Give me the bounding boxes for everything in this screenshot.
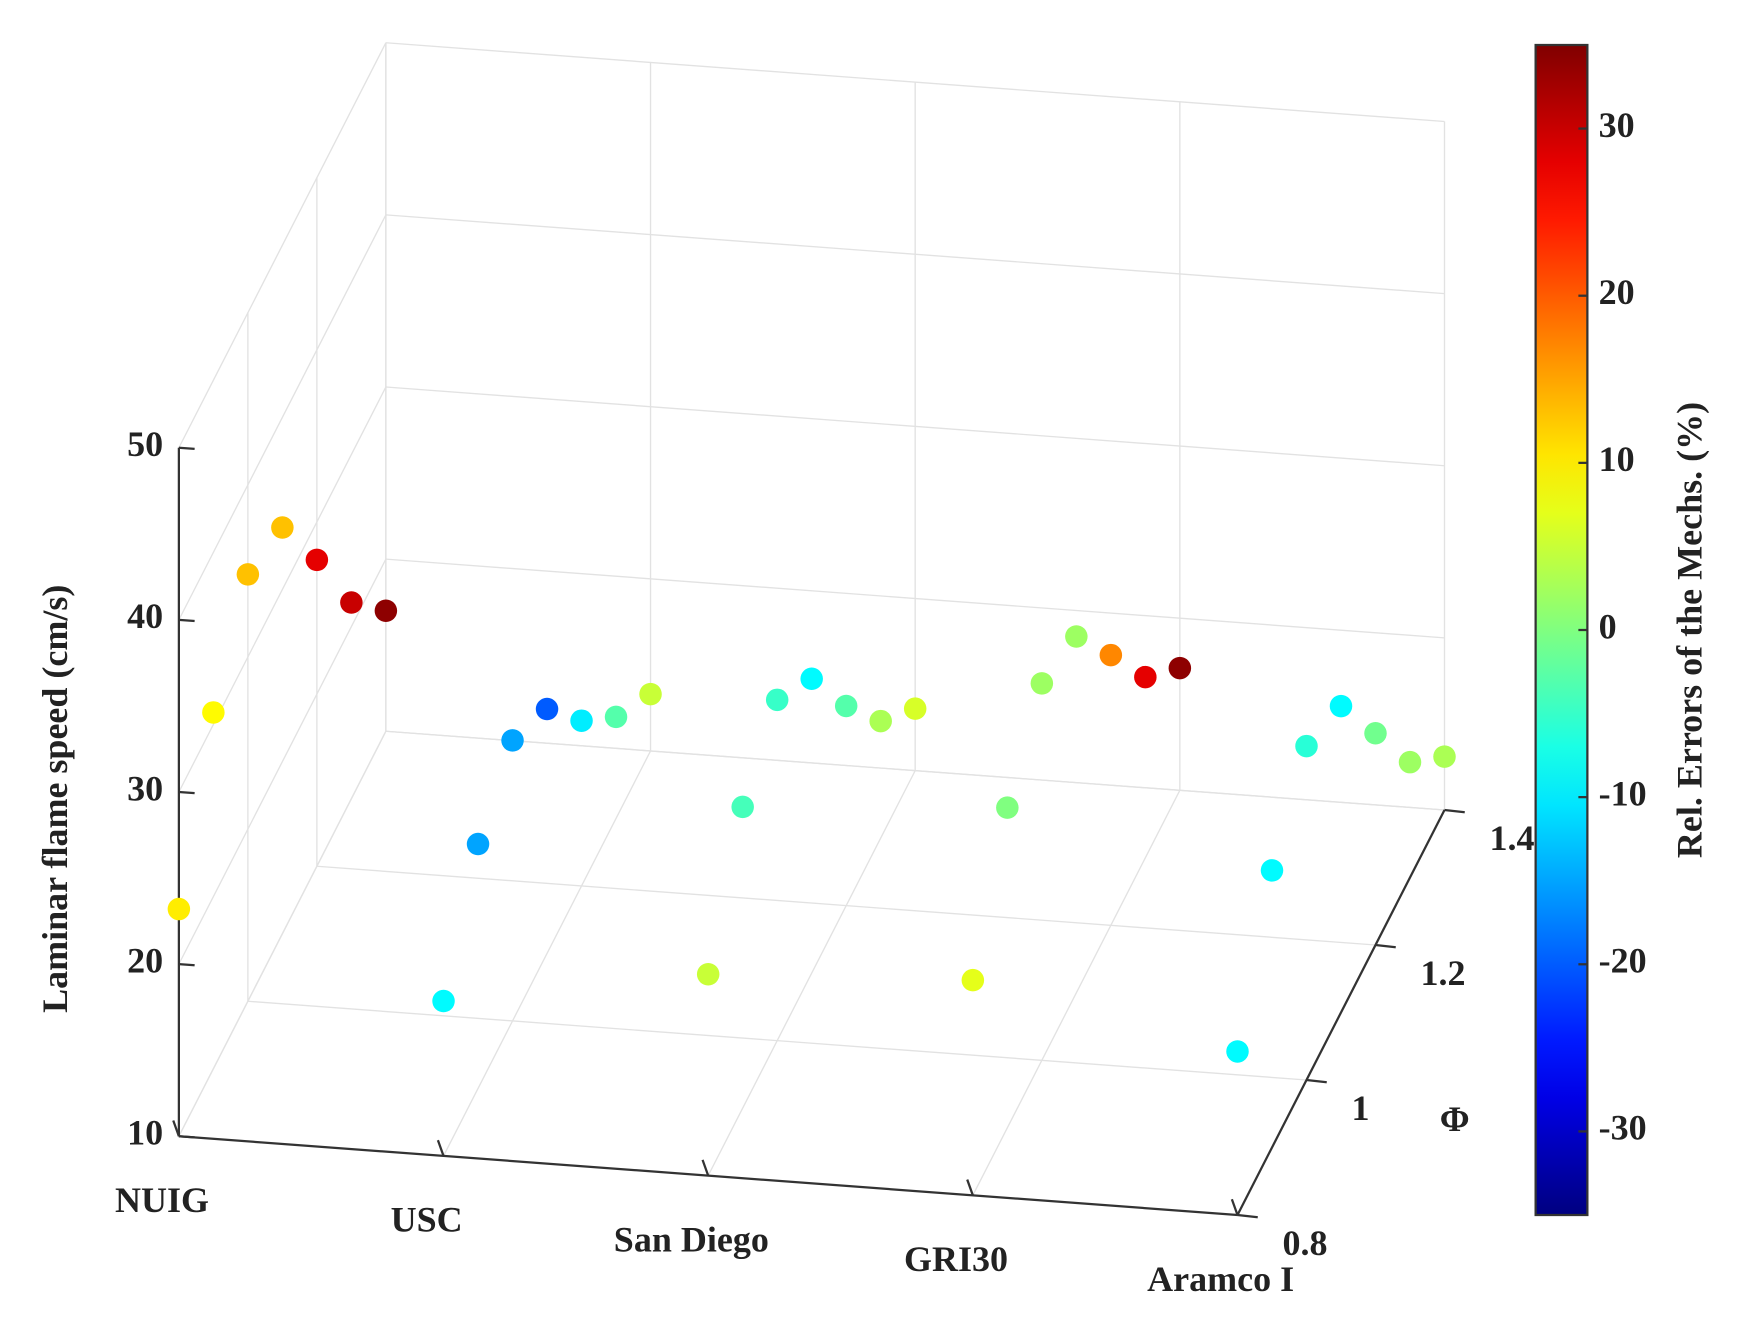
data-point <box>765 688 789 712</box>
data-point <box>167 897 191 921</box>
data-point <box>996 796 1019 819</box>
z-tick-label: 30 <box>127 768 163 808</box>
data-point <box>696 962 720 986</box>
phi-tick <box>1375 943 1396 949</box>
x-tick-label: Aramco I <box>1147 1259 1294 1299</box>
phi-tick <box>1306 1078 1327 1084</box>
data-point <box>1295 734 1318 758</box>
data-point <box>271 516 294 539</box>
z-tick <box>178 618 195 623</box>
phi-axis-label: Φ <box>1440 1099 1470 1139</box>
data-point <box>800 667 823 691</box>
grid-line <box>707 770 916 1176</box>
phi-tick-label: 1 <box>1352 1088 1370 1128</box>
data-point <box>1260 859 1284 882</box>
phi-tick-label: 0.8 <box>1283 1223 1328 1263</box>
data-point <box>1329 694 1353 718</box>
grid-line <box>442 750 652 1157</box>
data-point <box>1168 656 1192 680</box>
data-point <box>903 697 927 720</box>
grid-line <box>178 386 387 793</box>
data-point <box>570 709 593 732</box>
data-point <box>340 591 363 614</box>
x-tick-label: USC <box>391 1200 463 1240</box>
z-tick <box>178 1135 195 1139</box>
data-point <box>604 705 628 729</box>
colorbar-tick-label: 30 <box>1599 105 1635 145</box>
data-point <box>834 694 858 718</box>
data-point <box>1226 1040 1249 1063</box>
data-point <box>1433 745 1456 768</box>
data-point <box>501 729 524 752</box>
z-tick-label: 10 <box>127 1113 163 1153</box>
z-tick-label: 50 <box>127 424 163 464</box>
data-point <box>374 599 398 623</box>
grid-line <box>178 214 387 621</box>
data-point <box>961 968 985 992</box>
data-point <box>1099 643 1123 667</box>
phi-tick-label: 1.2 <box>1421 953 1466 993</box>
data-point <box>869 709 892 733</box>
data-point <box>236 563 260 586</box>
z-tick <box>178 446 195 450</box>
colorbar-tick-label: 0 <box>1599 606 1617 646</box>
x-tick-label: NUIG <box>115 1180 209 1220</box>
grid-line <box>972 790 1181 1196</box>
colorbar-tick-label: 10 <box>1599 439 1635 479</box>
data-point <box>1065 625 1088 648</box>
x-tick <box>701 1159 710 1177</box>
phi-tick-label: 1.4 <box>1490 818 1535 858</box>
plot: Laminar flame speed (cm/s) Φ Rel. Errors… <box>35 42 1709 1299</box>
data-point <box>1398 750 1422 774</box>
grid-line <box>178 730 387 1137</box>
data-point <box>1364 722 1387 745</box>
data-point <box>466 832 490 856</box>
x-tick-label: GRI30 <box>904 1239 1008 1279</box>
z-tick-label: 40 <box>127 596 163 636</box>
x-tick <box>172 1120 180 1137</box>
colorbar-tick-label: -30 <box>1599 1108 1647 1148</box>
x-tick-label: San Diego <box>614 1219 769 1259</box>
phi-tick <box>1444 808 1465 814</box>
grid-line <box>178 42 387 449</box>
grid-line <box>178 558 387 965</box>
data-point <box>535 697 559 721</box>
data-point <box>639 682 662 706</box>
x-tick <box>966 1179 974 1196</box>
x-tick <box>436 1139 445 1157</box>
z-axis-label: Laminar flame speed (cm/s) <box>35 585 75 1013</box>
data-point <box>731 795 754 819</box>
z-tick-label: 20 <box>127 940 163 980</box>
data-point <box>305 548 329 572</box>
colorbar-label: Rel. Errors of the Mechs. (%) <box>1669 402 1709 858</box>
colorbar-tick-label: 20 <box>1599 272 1635 312</box>
z-tick <box>178 790 195 795</box>
data-point <box>1134 665 1157 689</box>
x-tick <box>1230 1198 1239 1216</box>
colorbar-tick-label: -10 <box>1599 773 1647 813</box>
z-tick <box>178 963 195 967</box>
phi-axis <box>1236 809 1446 1216</box>
phi-tick <box>1237 1213 1258 1219</box>
data-point <box>432 989 455 1013</box>
colorbar-tick-label: -20 <box>1599 941 1647 981</box>
data-point <box>1030 672 1054 695</box>
data-point <box>202 701 225 724</box>
